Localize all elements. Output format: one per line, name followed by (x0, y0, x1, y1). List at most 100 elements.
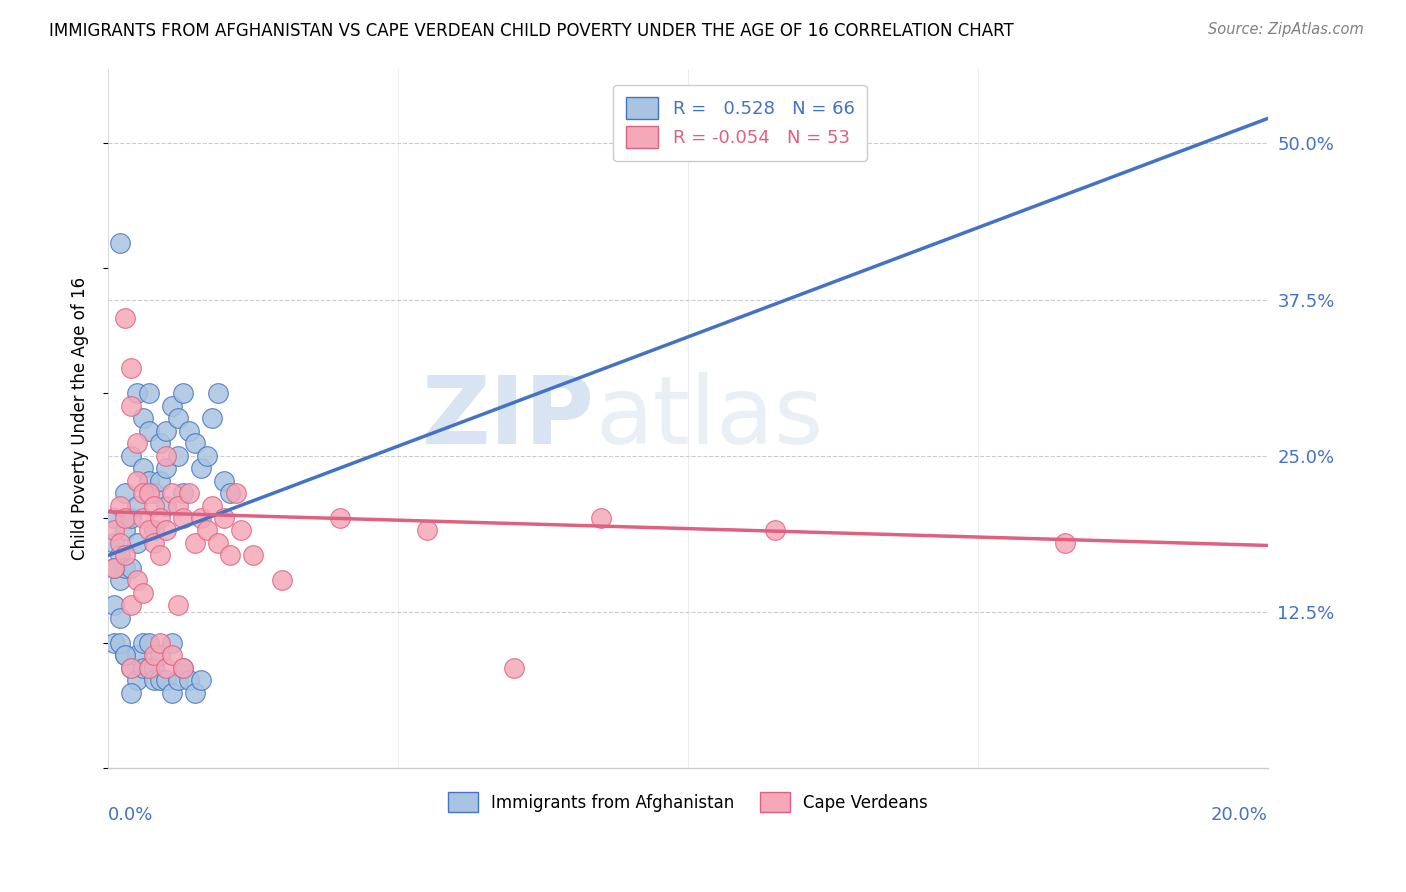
Point (201, 411, 224, 425)
Point (242, 549, 264, 563)
Point (132, 661, 155, 675)
Point (225, 486, 247, 500)
Text: atlas: atlas (595, 372, 824, 464)
Point (160, 399, 183, 413)
Point (329, 511, 352, 525)
Point (160, 686, 183, 700)
Point (120, 561, 142, 575)
Point (155, 424, 177, 438)
Point (114, 549, 136, 563)
Point (166, 411, 188, 425)
Point (143, 661, 166, 675)
Point (120, 511, 142, 525)
Point (184, 436, 207, 450)
Point (125, 474, 148, 488)
Point (143, 673, 166, 688)
Point (149, 511, 172, 525)
Text: Source: ZipAtlas.com: Source: ZipAtlas.com (1208, 22, 1364, 37)
Point (120, 661, 142, 675)
Point (207, 536, 229, 550)
Point (108, 499, 131, 513)
Point (149, 549, 172, 563)
Point (125, 648, 148, 663)
Point (103, 561, 125, 575)
Point (218, 549, 240, 563)
Point (120, 449, 142, 463)
Point (172, 386, 194, 401)
Point (212, 474, 235, 488)
Point (108, 536, 131, 550)
Point (172, 661, 194, 675)
Point (155, 524, 177, 538)
Point (114, 561, 136, 575)
Text: IMMIGRANTS FROM AFGHANISTAN VS CAPE VERDEAN CHILD POVERTY UNDER THE AGE OF 16 CO: IMMIGRANTS FROM AFGHANISTAN VS CAPE VERD… (49, 22, 1014, 40)
Point (125, 574, 148, 588)
Point (125, 673, 148, 688)
Point (155, 499, 177, 513)
Point (172, 511, 194, 525)
Point (143, 486, 166, 500)
Point (763, 524, 786, 538)
Point (108, 236, 131, 251)
Point (132, 486, 155, 500)
Point (201, 499, 224, 513)
Point (132, 461, 155, 475)
Point (108, 611, 131, 625)
Y-axis label: Child Poverty Under the Age of 16: Child Poverty Under the Age of 16 (72, 277, 89, 559)
Point (143, 524, 166, 538)
Point (132, 511, 155, 525)
Point (179, 424, 201, 438)
Point (149, 636, 172, 650)
Point (212, 511, 235, 525)
Point (143, 536, 166, 550)
Point (132, 636, 155, 650)
Text: 0.0%: 0.0% (108, 806, 153, 824)
Point (184, 686, 207, 700)
Point (1053, 536, 1076, 550)
Point (143, 648, 166, 663)
Point (103, 524, 125, 538)
Point (172, 486, 194, 500)
Point (108, 549, 131, 563)
Point (416, 524, 439, 538)
Point (155, 673, 177, 688)
Point (138, 661, 160, 675)
Point (138, 661, 160, 675)
Point (108, 636, 131, 650)
Point (103, 599, 125, 613)
Point (125, 436, 148, 450)
Point (172, 661, 194, 675)
Point (179, 673, 201, 688)
Point (114, 648, 136, 663)
Point (155, 461, 177, 475)
Point (190, 461, 212, 475)
Point (103, 536, 125, 550)
Point (166, 599, 188, 613)
Point (108, 574, 131, 588)
Point (138, 474, 160, 488)
Point (155, 661, 177, 675)
Point (155, 449, 177, 463)
Point (138, 386, 160, 401)
Point (103, 636, 125, 650)
Point (160, 486, 183, 500)
Legend: Immigrants from Afghanistan, Cape Verdeans: Immigrants from Afghanistan, Cape Verdea… (439, 782, 938, 822)
Point (271, 574, 294, 588)
Point (138, 486, 160, 500)
Point (195, 449, 218, 463)
Point (125, 386, 148, 401)
Point (149, 474, 172, 488)
Point (166, 449, 188, 463)
Point (138, 524, 160, 538)
Point (114, 648, 136, 663)
Point (207, 386, 229, 401)
Point (103, 511, 125, 525)
Text: ZIP: ZIP (422, 372, 595, 464)
Point (218, 486, 240, 500)
Point (589, 511, 612, 525)
Point (190, 673, 212, 688)
Point (166, 673, 188, 688)
Point (114, 511, 136, 525)
Point (132, 411, 155, 425)
Point (143, 499, 166, 513)
